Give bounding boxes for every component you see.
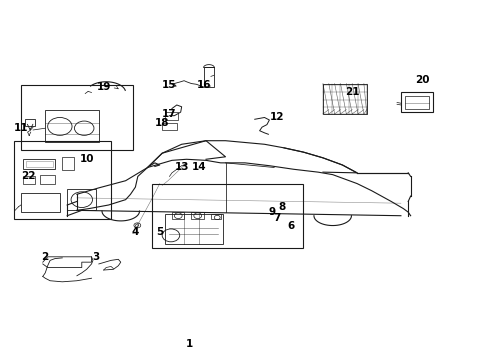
Text: 17: 17	[162, 109, 177, 119]
Bar	[45, 111, 99, 143]
Bar	[24, 176, 35, 184]
Bar	[162, 123, 177, 130]
Text: 8: 8	[278, 202, 285, 212]
Bar	[192, 212, 203, 219]
Text: 5: 5	[156, 227, 163, 237]
Text: 1: 1	[185, 339, 193, 349]
Text: 6: 6	[288, 221, 295, 231]
Bar	[323, 84, 367, 114]
Bar	[21, 193, 60, 212]
Text: 7: 7	[273, 212, 280, 222]
Bar	[26, 161, 52, 167]
Bar	[24, 158, 55, 169]
Text: 13: 13	[174, 162, 189, 172]
Bar	[172, 212, 184, 219]
Text: 21: 21	[345, 87, 360, 98]
Bar	[40, 175, 55, 184]
Text: 20: 20	[416, 75, 430, 85]
Bar	[211, 214, 220, 219]
Text: 10: 10	[79, 154, 94, 163]
Text: 11: 11	[14, 123, 28, 133]
Text: 4: 4	[132, 227, 139, 237]
Bar	[14, 141, 111, 219]
Text: 22: 22	[21, 171, 35, 181]
Text: 18: 18	[155, 118, 170, 128]
Bar	[203, 67, 214, 87]
Bar	[21, 85, 133, 150]
Text: 15: 15	[162, 80, 177, 90]
Text: 16: 16	[196, 80, 211, 90]
Text: 3: 3	[93, 252, 100, 262]
Bar	[25, 119, 35, 126]
Text: 12: 12	[270, 112, 284, 122]
Bar	[152, 184, 303, 248]
Text: 19: 19	[97, 82, 111, 92]
Text: 14: 14	[192, 162, 206, 172]
Bar	[401, 93, 433, 112]
Bar	[165, 214, 223, 244]
Bar	[405, 96, 429, 109]
Text: 9: 9	[268, 207, 275, 217]
Bar	[165, 112, 178, 120]
Bar	[67, 189, 97, 210]
Bar	[62, 157, 74, 170]
Text: 2: 2	[42, 252, 49, 262]
